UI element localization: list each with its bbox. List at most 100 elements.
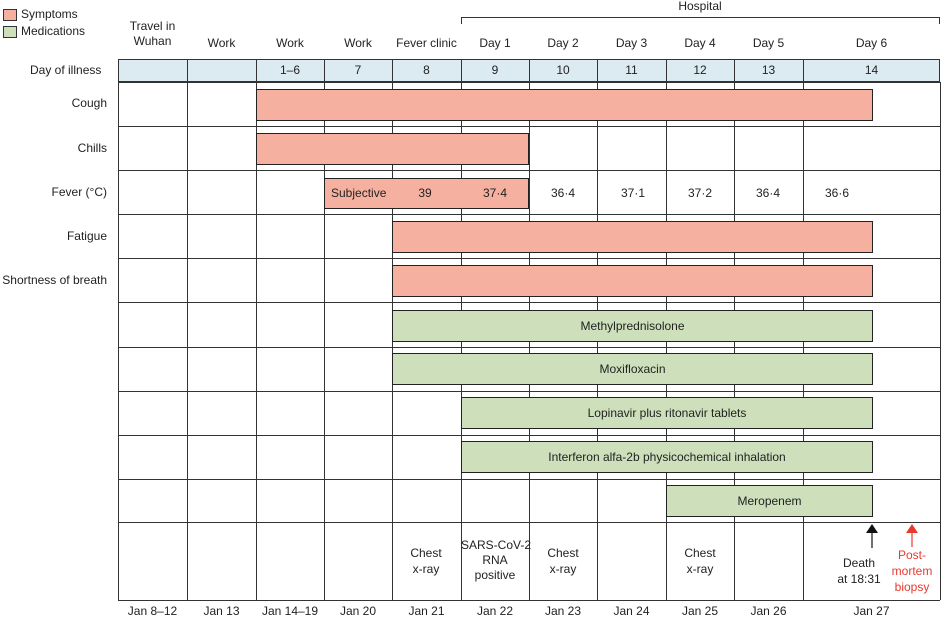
date-label: Jan 13 <box>203 604 240 618</box>
row-label-chills: Chills <box>77 141 107 155</box>
chest-xray-event: Chest x-ray <box>547 546 579 576</box>
day-of-illness-label: Day of illness <box>30 63 102 77</box>
grid-horizontal-line <box>118 302 940 303</box>
date-label: Jan 22 <box>476 604 514 618</box>
medication-label: Interferon alfa-2b physicochemical inhal… <box>548 450 786 464</box>
lopinavir-ritonavir-bar: Lopinavir plus ritonavir tablets <box>461 397 873 429</box>
grid-horizontal-line <box>118 479 940 480</box>
column-header: Work <box>276 36 304 50</box>
day-of-illness-cell: 13 <box>761 63 776 77</box>
sars-cov-2-event: SARS-CoV-2 RNA positive <box>461 538 532 582</box>
grid-horizontal-line <box>118 126 940 127</box>
shortness-of-breath-bar <box>392 265 873 297</box>
grid-horizontal-line <box>118 258 940 259</box>
grid-horizontal-line <box>118 170 940 171</box>
column-header: Work <box>207 36 236 50</box>
day-row-divider <box>803 59 804 82</box>
grid-horizontal-line <box>118 435 940 436</box>
row-label-fever: Fever (°C) <box>51 185 107 199</box>
moxifloxacin-bar: Moxifloxacin <box>392 353 873 385</box>
column-header: Day 1 <box>479 36 511 50</box>
column-header: Day 3 <box>615 36 648 50</box>
day-of-illness-cell: 11 <box>625 63 638 77</box>
day-of-illness-cell: 7 <box>354 63 362 77</box>
column-header: Fever clinic <box>396 36 457 50</box>
medications-legend-label: Medications <box>21 24 86 38</box>
row-label-fatigue: Fatigue <box>66 229 107 243</box>
date-label: Jan 24 <box>613 604 650 618</box>
grid-horizontal-line <box>118 391 940 392</box>
medication-label: Meropenem <box>737 494 802 508</box>
date-label: Jan 20 <box>339 604 377 618</box>
row-label-shortness-of-breath: Shortness of breath <box>2 273 107 287</box>
column-header: Day 4 <box>684 36 716 50</box>
interferon-bar: Interferon alfa-2b physicochemical inhal… <box>461 441 873 473</box>
postmortem-biopsy-event: Post- mortem biopsy <box>891 548 933 594</box>
day-row-divider <box>187 59 188 82</box>
date-label: Jan 26 <box>750 604 787 618</box>
medication-label: Moxifloxacin <box>599 362 666 376</box>
fever-value: 36·4 <box>550 186 576 200</box>
column-header: Day 2 <box>547 36 579 50</box>
date-label: Jan 23 <box>544 604 582 618</box>
date-label: Jan 27 <box>853 604 890 618</box>
fatigue-bar <box>392 221 873 253</box>
grid-horizontal-line <box>118 522 940 523</box>
grid-vertical-line <box>187 82 188 600</box>
day-of-illness-cell: 8 <box>423 63 430 77</box>
day-of-illness-cell: 10 <box>556 63 570 77</box>
postmortem-arrow-icon <box>906 524 918 547</box>
row-label-cough: Cough <box>71 96 107 110</box>
grid-vertical-line <box>118 82 119 600</box>
day-row-divider <box>529 59 530 82</box>
chills-bar <box>256 133 529 165</box>
date-label: Jan 21 <box>408 604 445 618</box>
day-row-divider <box>256 59 257 82</box>
day-of-illness-cell: 14 <box>864 63 879 77</box>
medications-legend-swatch <box>3 26 17 38</box>
date-label: Jan 25 <box>681 604 719 618</box>
fever-value: 37·1 <box>620 186 646 200</box>
day-row-divider <box>461 59 462 82</box>
symptoms-legend-label: Symptoms <box>21 7 78 21</box>
date-label: Jan 8–12 <box>127 604 178 618</box>
grid-horizontal-line <box>118 347 940 348</box>
medication-label: Lopinavir plus ritonavir tablets <box>587 406 747 420</box>
fever-bar <box>324 178 529 209</box>
day-row-divider <box>597 59 598 82</box>
grid-horizontal-line <box>118 82 940 83</box>
day-of-illness-cell: 1–6 <box>279 63 301 77</box>
hospital-label: Hospital <box>678 0 722 13</box>
column-header: Travel in Wuhan <box>129 19 176 48</box>
fever-value: 39 <box>418 186 432 200</box>
day-row-divider <box>734 59 735 82</box>
day-row-divider <box>324 59 325 82</box>
grid-horizontal-line <box>118 600 940 601</box>
death-event: Death at 18:31 <box>837 556 881 586</box>
day-of-illness-cell: 12 <box>693 63 707 77</box>
column-header: Day 5 <box>752 36 785 50</box>
day-row-divider <box>666 59 667 82</box>
hospital-bracket-right <box>939 17 940 24</box>
grid-vertical-line <box>256 82 257 600</box>
methylprednisolone-bar: Methylprednisolone <box>392 310 873 342</box>
fever-value: 37·4 <box>482 186 508 200</box>
meropenem-bar: Meropenem <box>666 485 873 517</box>
death-arrow-icon <box>866 524 878 548</box>
column-header: Day 6 <box>855 36 888 50</box>
fever-value: 37·2 <box>687 186 713 200</box>
symptoms-legend-swatch <box>3 9 17 21</box>
hospital-bracket-line <box>461 17 940 18</box>
medication-label: Methylprednisolone <box>580 319 685 333</box>
cough-bar <box>256 89 873 121</box>
fever-subjective: Subjective <box>331 186 387 200</box>
grid-vertical-line <box>324 82 325 600</box>
hospital-bracket-left <box>461 17 462 24</box>
chest-xray-event: Chest x-ray <box>410 546 442 576</box>
fever-value: 36·4 <box>755 186 781 200</box>
grid-horizontal-line <box>118 214 940 215</box>
day-of-illness-cell: 9 <box>491 63 499 77</box>
column-header: Work <box>344 36 372 50</box>
chest-xray-event: Chest x-ray <box>684 546 716 576</box>
day-row-divider <box>392 59 393 82</box>
